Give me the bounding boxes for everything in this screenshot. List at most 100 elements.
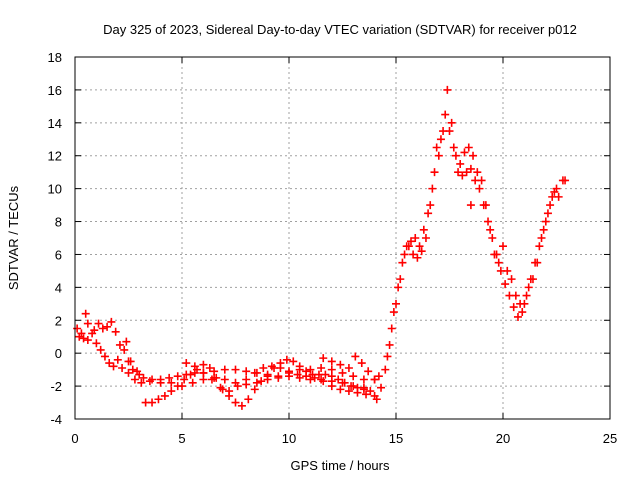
data-point (524, 283, 533, 292)
data-point (434, 151, 443, 160)
data-point (156, 378, 165, 387)
series-track-1 (73, 110, 567, 400)
data-point (244, 395, 253, 404)
data-point (96, 345, 105, 354)
data-point (464, 143, 473, 152)
data-point (454, 168, 463, 177)
data-point (533, 258, 542, 267)
data-point (370, 375, 379, 384)
data-point (100, 352, 109, 361)
data-point (513, 312, 522, 321)
data-point (456, 159, 465, 168)
data-point (387, 324, 396, 333)
series-track-5 (319, 352, 379, 384)
y-tick-label: 14 (48, 116, 62, 131)
data-point (237, 401, 246, 410)
data-point (109, 362, 118, 371)
data-point (128, 365, 137, 374)
data-point (396, 275, 405, 284)
data-point (541, 217, 550, 226)
data-point (428, 184, 437, 193)
data-point (173, 372, 182, 381)
data-point (543, 209, 552, 218)
data-point (377, 383, 386, 392)
data-point (488, 234, 497, 242)
data-point (225, 387, 234, 396)
data-point (366, 387, 375, 396)
data-point (293, 370, 302, 379)
data-point (336, 360, 345, 369)
data-point (165, 373, 174, 382)
data-point (499, 242, 507, 251)
x-tick-label: 5 (178, 431, 185, 446)
data-point (250, 368, 259, 377)
data-point (359, 375, 368, 384)
x-tick-label: 25 (603, 431, 617, 446)
data-point (392, 299, 400, 308)
data-point (537, 234, 546, 242)
data-point (154, 395, 163, 404)
data-point (122, 337, 131, 346)
data-point (439, 127, 448, 136)
y-tick-label: 4 (55, 280, 62, 295)
data-point (188, 378, 197, 387)
data-point (182, 359, 191, 368)
data-point (421, 234, 430, 242)
data-point (242, 367, 251, 376)
data-point (252, 378, 261, 387)
data-point (137, 378, 146, 387)
data-point (94, 319, 103, 328)
data-point (231, 365, 240, 374)
data-point (344, 387, 353, 396)
data-point (306, 365, 315, 374)
data-point (359, 383, 368, 392)
data-point (274, 372, 283, 381)
plot-frame (74, 56, 611, 420)
data-point (130, 375, 139, 384)
data-point (79, 334, 88, 343)
series-track-3 (122, 337, 383, 391)
data-point (417, 247, 426, 256)
data-point (561, 176, 570, 185)
data-point (518, 308, 527, 317)
data-point (340, 378, 349, 387)
y-tick-label: -4 (50, 412, 62, 427)
data-point (167, 378, 176, 387)
data-point (406, 237, 415, 246)
data-point (263, 375, 272, 384)
data-point (111, 327, 120, 336)
x-tick-label: 10 (282, 431, 296, 446)
data-point (507, 275, 516, 284)
y-tick-label: 10 (48, 182, 62, 197)
data-point (400, 250, 409, 259)
data-point (98, 324, 107, 333)
data-point (205, 363, 214, 372)
data-point (528, 275, 537, 284)
data-point (357, 359, 366, 368)
x-tick-label: 0 (71, 431, 78, 446)
data-point (257, 377, 266, 386)
data-point (285, 367, 293, 376)
data-point (178, 382, 186, 391)
data-point (259, 363, 268, 372)
y-axis-label: SDTVAR / TECUs (6, 185, 21, 290)
data-point (413, 253, 422, 262)
data-point (347, 382, 356, 391)
data-point (349, 372, 358, 381)
data-point (306, 375, 315, 384)
data-point (546, 201, 555, 210)
y-tick-label: 6 (55, 247, 62, 262)
data-point (389, 308, 398, 317)
data-point (83, 319, 92, 328)
data-point (432, 143, 441, 152)
data-point (466, 201, 475, 210)
y-tick-label: 16 (48, 83, 62, 98)
y-tick-label: 12 (48, 149, 62, 164)
data-point (267, 362, 276, 371)
chart-title: Day 325 of 2023, Sidereal Day-to-day VTE… (103, 22, 577, 37)
y-tick-label: 0 (55, 346, 62, 361)
y-tick-label: 8 (55, 215, 62, 230)
y-tick-label: 18 (48, 50, 62, 65)
data-point (319, 354, 328, 363)
data-point (77, 329, 86, 338)
